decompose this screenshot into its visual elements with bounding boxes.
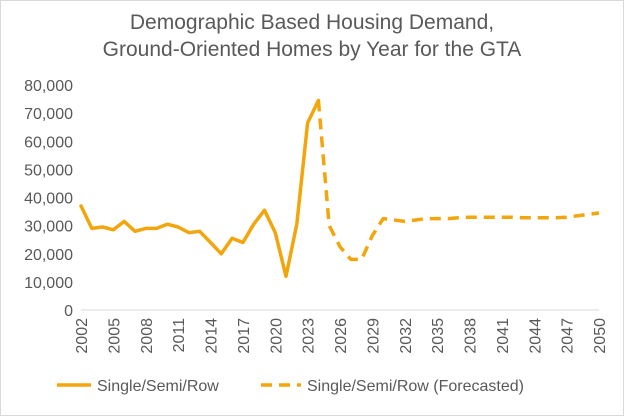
series-layer xyxy=(79,98,600,279)
x-tick-label: 2005 xyxy=(106,318,123,354)
x-tick-label: 2044 xyxy=(527,318,544,354)
y-axis: 0 10,000 20,000 30,000 40,000 50,000 60,000 70,… xyxy=(24,78,73,320)
y-tick-label: 40,000 xyxy=(24,191,73,208)
y-tick-label: 20,000 xyxy=(24,247,73,264)
x-tick-label: 2041 xyxy=(495,318,512,354)
x-tick-label: 2032 xyxy=(398,318,415,354)
x-tick-label: 2017 xyxy=(236,318,253,354)
series-line-actual xyxy=(79,98,321,279)
x-tick-label: 2050 xyxy=(592,318,609,354)
x-tick-label: 2023 xyxy=(301,318,318,354)
legend: Single/Semi/Row Single/Semi/Row (Forecast… xyxy=(57,378,524,395)
x-axis: 2002 2005 2008 2011 2014 2017 2020 2023 2026 2029… xyxy=(74,309,609,354)
x-tick-label: 2035 xyxy=(430,318,447,354)
chart-title-line-1: Demographic Based Housing Demand, xyxy=(129,11,495,34)
chart-title: Demographic Based Housing Demand, Ground… xyxy=(1,9,623,63)
y-tick-label: 80,000 xyxy=(24,78,73,95)
y-tick-label: 50,000 xyxy=(24,162,73,179)
legend-label: Single/Semi/Row xyxy=(97,378,219,395)
chart-title-line-2: Ground-Oriented Homes by Year for the GT… xyxy=(102,38,522,61)
x-tick-label: 2020 xyxy=(268,318,285,354)
x-tick-label: 2047 xyxy=(560,318,577,354)
x-tick-label: 2008 xyxy=(139,318,156,354)
y-tick-label: 0 xyxy=(64,303,73,320)
legend-label: Single/Semi/Row (Forecasted) xyxy=(307,378,524,395)
series-line-forecasted xyxy=(316,100,600,262)
y-tick-label: 70,000 xyxy=(24,106,73,123)
y-tick-label: 10,000 xyxy=(24,275,73,292)
x-tick-label: 2038 xyxy=(463,318,480,354)
x-tick-label: 2026 xyxy=(333,318,350,354)
x-tick-label: 2011 xyxy=(171,318,188,353)
x-tick-label: 2002 xyxy=(74,318,91,354)
y-tick-label: 60,000 xyxy=(24,134,73,151)
x-tick-label: 2029 xyxy=(365,318,382,354)
x-tick-label: 2014 xyxy=(204,318,221,354)
y-tick-label: 30,000 xyxy=(24,219,73,236)
